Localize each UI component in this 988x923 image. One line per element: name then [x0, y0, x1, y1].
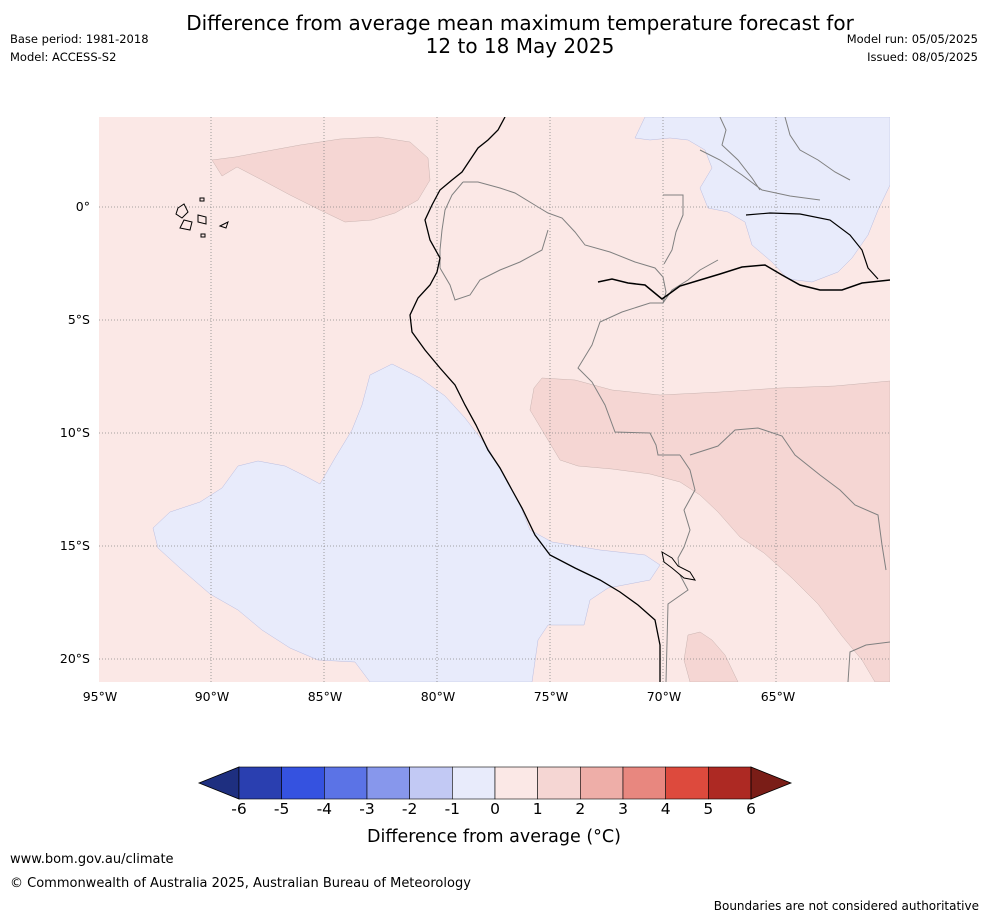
model-run: Model run: 05/05/2025 — [846, 32, 978, 46]
colorbar-segment — [494, 766, 538, 800]
colorbar-segment — [409, 766, 453, 800]
colorbar-segment — [622, 766, 666, 800]
colorbar-extend-high — [750, 766, 793, 800]
colorbar-segment — [665, 766, 709, 800]
lon-label-85w: 85°W — [307, 689, 343, 704]
colorbar-segment — [708, 766, 752, 800]
colorbar-segment — [366, 766, 410, 800]
rio-negro-river — [745, 212, 879, 280]
colorbar — [197, 766, 793, 800]
colorbar-segment — [281, 766, 325, 800]
colorbar-segment — [537, 766, 581, 800]
base-period: Base period: 1981-2018 — [10, 32, 149, 46]
lon-label-80w: 80°W — [420, 689, 456, 704]
colorbar-tick-label: 2 — [575, 800, 586, 818]
lon-label-95w: 95°W — [82, 689, 118, 704]
title-line-2: 12 to 18 May 2025 — [425, 34, 615, 58]
colorbar-segment — [580, 766, 624, 800]
map-title: Difference from average mean maximum tem… — [120, 12, 920, 58]
lon-label-70w: 70°W — [646, 689, 682, 704]
colorbar-tick-label: -4 — [316, 800, 333, 818]
anomaly-1-to-2-patch-north — [211, 136, 431, 223]
lon-label-65w: 65°W — [760, 689, 796, 704]
lat-label-5s: 5°S — [67, 312, 90, 327]
colorbar-segment — [452, 766, 496, 800]
lat-label-10s: 10°S — [59, 425, 90, 440]
colorbar-label: Difference from average (°C) — [367, 827, 621, 847]
colorbar-segment — [238, 766, 282, 800]
colorbar-tick-label: -2 — [401, 800, 418, 818]
lat-label-0: 0° — [75, 199, 90, 214]
anomaly-1-to-2-patch-south — [683, 631, 739, 682]
meta-right: Model run: 05/05/2025 Issued: 08/05/2025 — [847, 30, 978, 66]
website-link[interactable]: www.bom.gov.au/climate — [10, 852, 174, 867]
colorbar-tick-label: 1 — [532, 800, 543, 818]
colorbar-tick-label: 4 — [660, 800, 671, 818]
meta-left: Base period: 1981-2018 Model: ACCESS-S2 — [10, 30, 149, 66]
lat-label-15s: 15°S — [59, 538, 90, 553]
colorbar-extend-low — [197, 766, 240, 800]
anomaly-1-to-2-band-interior — [529, 377, 890, 682]
amazon-river — [597, 264, 890, 300]
lon-label-75w: 75°W — [533, 689, 569, 704]
lake-titicaca — [661, 550, 697, 581]
title-line-1: Difference from average mean maximum tem… — [186, 11, 854, 35]
colorbar-tick-label: -3 — [359, 800, 375, 818]
anomaly-cool-patch-northeast — [634, 117, 890, 283]
disclaimer-text: Boundaries are not considered authoritat… — [713, 899, 979, 913]
graticule — [99, 117, 890, 682]
copyright-text: © Commonwealth of Australia 2025, Austra… — [10, 876, 471, 891]
colorbar-tick-label: 6 — [746, 800, 756, 818]
issued-date: Issued: 08/05/2025 — [867, 50, 978, 64]
colorbar-tick-label: 0 — [490, 800, 500, 818]
galapagos-islands — [175, 197, 229, 238]
pacific-coastline — [409, 117, 661, 682]
lat-label-20s: 20°S — [59, 651, 90, 666]
colorbar-tick-label: 5 — [703, 800, 714, 818]
colorbar-segment — [324, 766, 368, 800]
colorbar-tick-label: -5 — [273, 800, 290, 818]
colorbar-tick-label: -1 — [444, 800, 461, 818]
colorbar-tick-label: -6 — [231, 800, 247, 818]
colorbar-tick-label: 3 — [618, 800, 628, 818]
country-borders — [439, 117, 890, 682]
lon-label-90w: 90°W — [194, 689, 230, 704]
model-name: Model: ACCESS-S2 — [10, 50, 117, 64]
